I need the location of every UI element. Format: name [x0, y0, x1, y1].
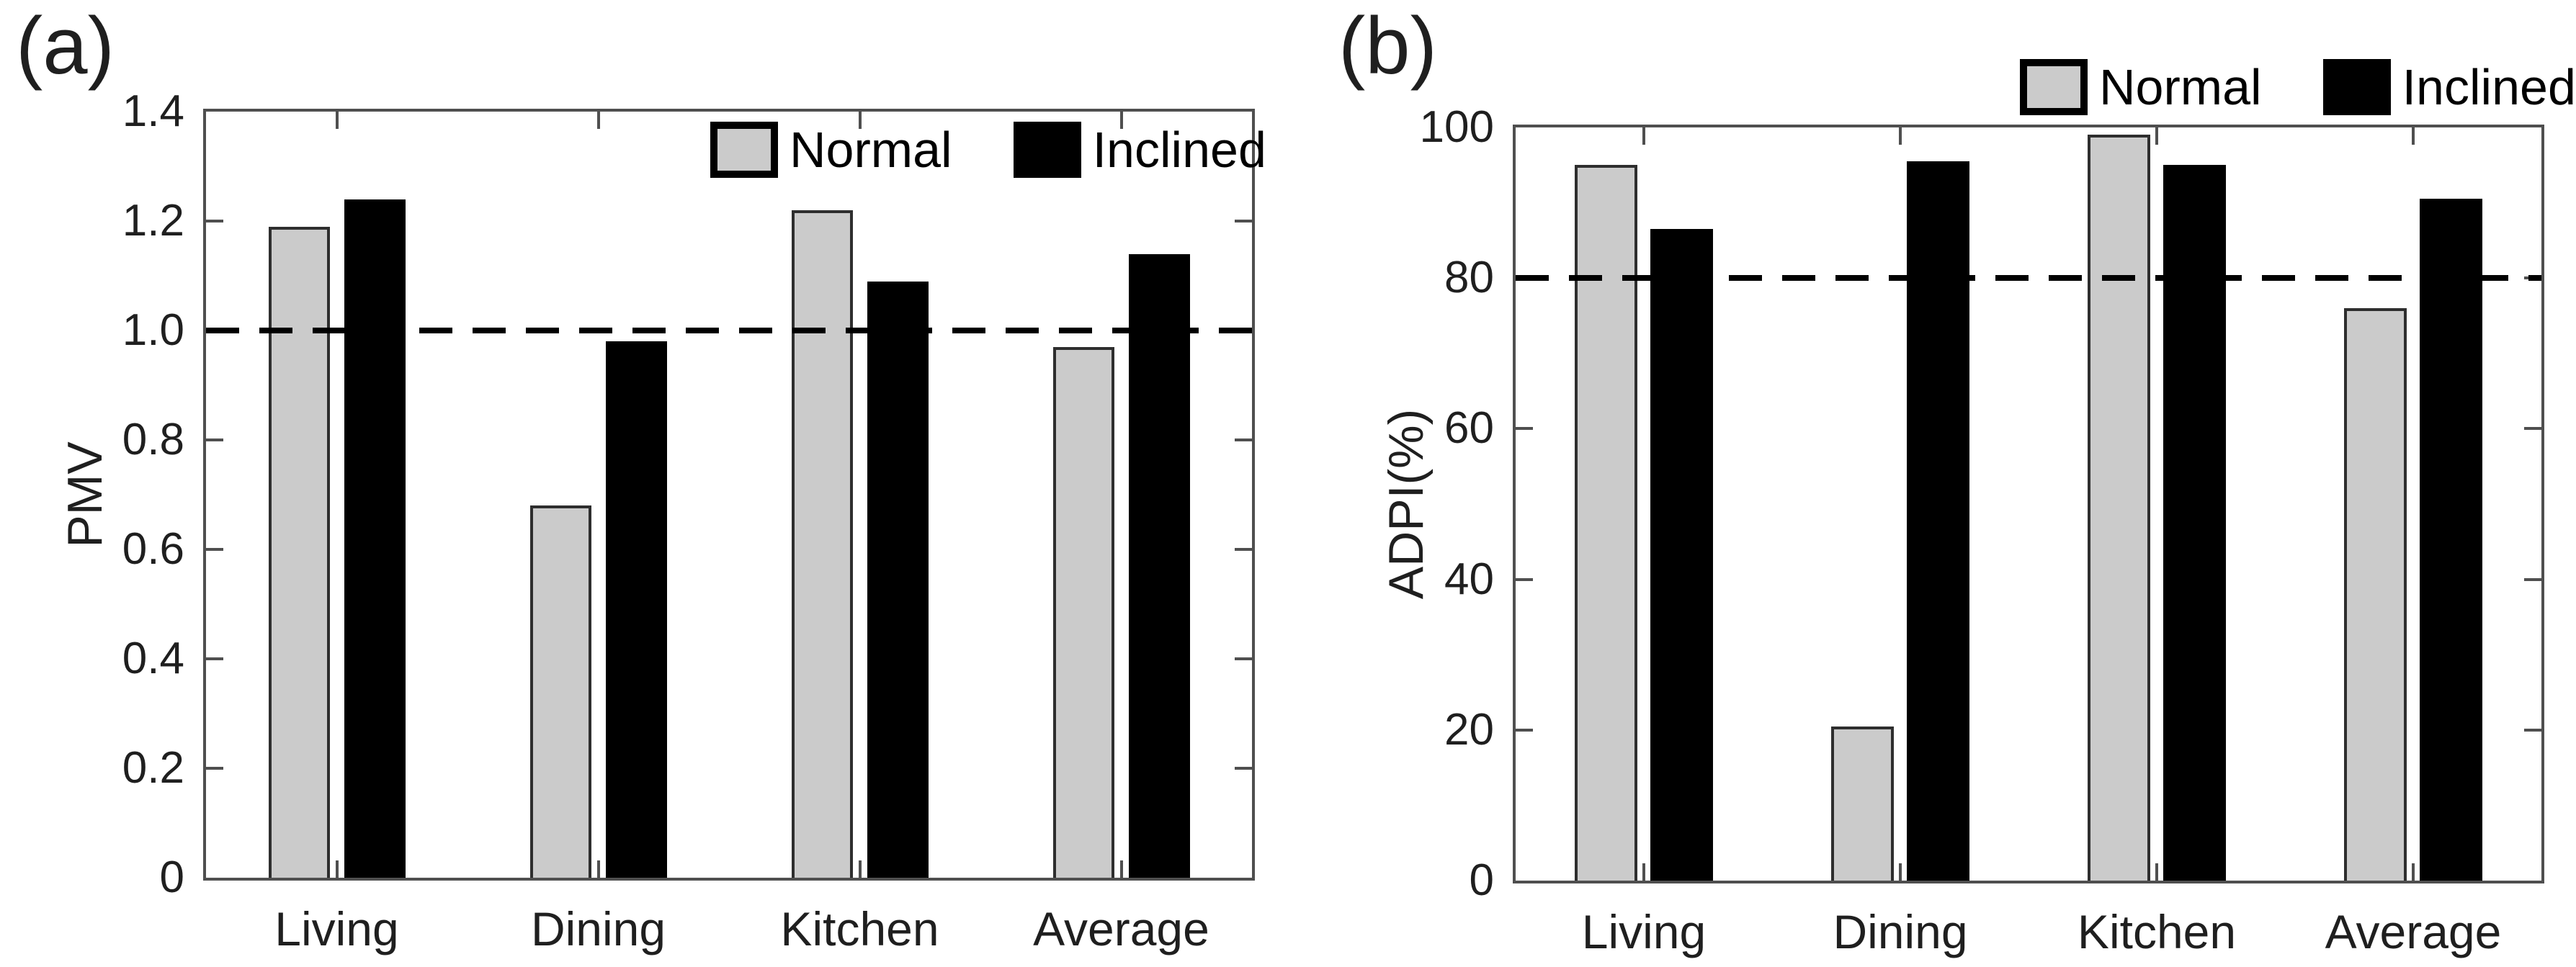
y-tick-mark [1235, 438, 1252, 441]
x-tick-mark [1899, 863, 1902, 881]
y-tick-label-60: 60 [1444, 403, 1494, 454]
legend-b-inclined-swatch [2322, 59, 2391, 115]
y-tick-label-80: 80 [1444, 253, 1494, 303]
x-tick-label-average: Average [1033, 902, 1209, 955]
x-tick-label-kitchen: Kitchen [780, 902, 939, 955]
bar-b-average-inclined [2420, 199, 2482, 881]
x-tick-label-living: Living [274, 902, 399, 955]
x-tick-mark [2412, 863, 2415, 881]
x-tick-label-living: Living [1581, 905, 1707, 958]
bar-a-dining-normal [530, 505, 591, 878]
y-tick-label-20: 20 [1444, 704, 1494, 755]
x-tick-mark [1120, 112, 1123, 129]
plot-area-b: Normal Inclined Living Dining Kitchen Avera… [1420, 59, 2576, 955]
y-tick-label-1.2: 1.2 [122, 196, 184, 246]
legend-b-normal-swatch [2020, 59, 2088, 115]
legend-a-normal-swatch [710, 122, 778, 178]
y-tick-label-0.6: 0.6 [122, 524, 184, 574]
x-tick-label-dining: Dining [1833, 905, 1968, 958]
legend-b-inclined-label: Inclined [2402, 59, 2576, 115]
legend-a: Normal Inclined [710, 122, 1266, 178]
legend-b: Normal Inclined [2020, 59, 2576, 115]
y-tick-mark [1235, 767, 1252, 770]
y-tick-mark [206, 438, 223, 441]
x-tick-label-kitchen: Kitchen [2077, 905, 2237, 958]
y-tick-mark [1235, 220, 1252, 222]
x-tick-mark [1899, 127, 1902, 145]
bar-a-dining-inclined [606, 341, 667, 878]
bar-a-average-inclined [1129, 254, 1190, 878]
bar-b-dining-inclined [1907, 161, 1969, 881]
y-tick-mark [2524, 729, 2541, 732]
y-tick-label-100: 100 [1419, 102, 1494, 152]
y-tick-label-40: 40 [1444, 554, 1494, 604]
x-tick-mark [597, 860, 600, 878]
plot-area-a: Normal Inclined Living Dining Kitchen Avera… [122, 89, 1266, 953]
reference-dashed-line [206, 328, 1252, 333]
x-tick-label-dining: Dining [530, 902, 666, 955]
y-tick-mark [2524, 578, 2541, 581]
bar-b-kitchen-inclined [2163, 165, 2226, 881]
bar-a-living-inclined [344, 199, 406, 878]
y-tick-mark [206, 548, 223, 551]
y-tick-mark [1235, 548, 1252, 551]
y-tick-label-1.0: 1.0 [122, 305, 184, 355]
x-tick-label-average: Average [2325, 905, 2502, 958]
x-tick-mark [1642, 127, 1645, 145]
y-tick-mark [206, 767, 223, 770]
bar-a-kitchen-inclined [867, 282, 929, 878]
bar-b-average-normal [2344, 308, 2407, 881]
bar-b-living-inclined [1650, 229, 1713, 881]
x-tick-mark [336, 860, 339, 878]
x-tick-mark [859, 112, 862, 129]
bar-b-dining-normal [1831, 727, 1894, 881]
y-tick-mark [206, 220, 223, 222]
y-axis-label-pmv: PMV [58, 441, 112, 548]
legend-a-inclined-label: Inclined [1092, 122, 1266, 178]
y-axis-label-adpi: ADPI(%) [1379, 408, 1434, 600]
bar-b-kitchen-normal [2088, 135, 2150, 881]
bar-a-kitchen-normal [792, 210, 853, 878]
x-tick-mark [859, 860, 862, 878]
y-tick-label-0.8: 0.8 [122, 415, 184, 464]
x-tick-mark [336, 112, 339, 129]
legend-a-normal-label: Normal [790, 122, 952, 178]
y-tick-label-0.4: 0.4 [122, 634, 184, 683]
x-tick-mark [2155, 863, 2158, 881]
bar-a-average-normal [1053, 347, 1114, 878]
y-tick-mark [206, 657, 223, 660]
y-tick-mark [1516, 729, 1533, 732]
y-tick-mark [1516, 427, 1533, 430]
bar-b-living-normal [1575, 165, 1637, 881]
x-tick-mark [2155, 127, 2158, 145]
y-tick-mark [1235, 657, 1252, 660]
bar-a-living-normal [269, 227, 330, 878]
y-tick-label-0: 0 [1469, 855, 1494, 905]
panel-a-label: (a) [16, 1, 115, 91]
reference-dashed-line [1516, 275, 2541, 281]
panel-b-label: (b) [1338, 1, 1437, 91]
legend-a-inclined-swatch [1013, 122, 1081, 178]
y-tick-label-0: 0 [159, 853, 184, 902]
x-tick-mark [1120, 860, 1123, 878]
x-tick-mark [597, 112, 600, 129]
x-tick-mark [2412, 127, 2415, 145]
y-tick-label-1.4: 1.4 [122, 86, 184, 136]
legend-b-normal-label: Normal [2099, 59, 2262, 115]
y-tick-mark [2524, 427, 2541, 430]
x-tick-mark [1642, 863, 1645, 881]
y-tick-mark [1516, 578, 1533, 581]
y-tick-label-0.2: 0.2 [122, 743, 184, 793]
